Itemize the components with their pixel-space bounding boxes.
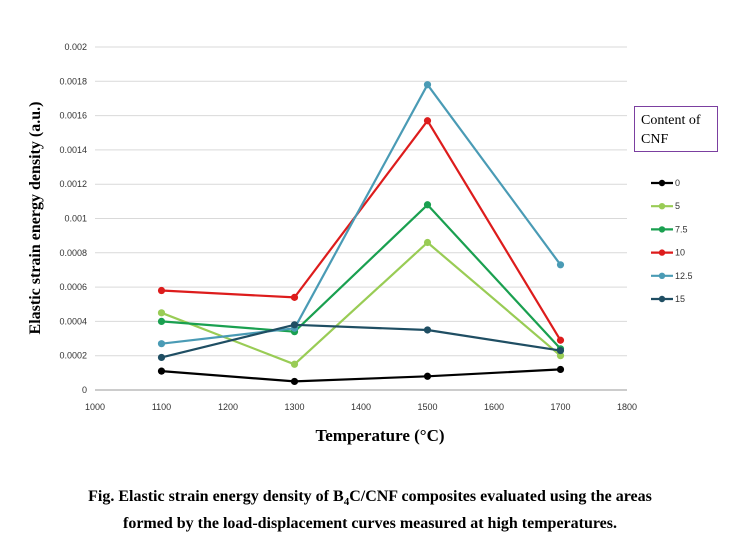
legend-label: 5 bbox=[675, 201, 680, 211]
legend-swatch-marker bbox=[658, 203, 666, 210]
data-point-10 bbox=[290, 293, 299, 301]
legend-label: 12.5 bbox=[675, 271, 693, 281]
data-point-10 bbox=[157, 286, 166, 295]
data-point-15 bbox=[290, 321, 299, 329]
y-axis-title: Elastic strain energy density (a.u.) bbox=[27, 102, 44, 335]
x-tick-label: 1100 bbox=[152, 402, 171, 412]
caption-line-1: Fig. Elastic strain energy density of B4… bbox=[0, 486, 740, 513]
data-point-5 bbox=[290, 360, 299, 368]
data-point-5 bbox=[556, 352, 565, 360]
caption-line-1-end: C/CNF composites evaluated using the are… bbox=[349, 488, 652, 505]
data-point-12.5 bbox=[157, 340, 166, 348]
legend-title-line-1: Content of bbox=[641, 113, 701, 128]
caption-subscript: 4 bbox=[343, 496, 350, 509]
line-chart: 0 0.0002 0.0004 0.0006 0.0008 0.001 0.0012 0.00… bbox=[27, 42, 693, 445]
legend-swatch-marker bbox=[658, 226, 666, 233]
x-tick-label: 1400 bbox=[351, 402, 371, 412]
data-point-5 bbox=[423, 238, 432, 247]
legend-swatch-marker bbox=[658, 249, 666, 256]
legend: 0 5 7.5 10 12.5 15 bbox=[651, 178, 693, 304]
x-tick-label: 1800 bbox=[617, 402, 637, 412]
legend-label: 7.5 bbox=[675, 224, 688, 234]
data-point-0 bbox=[290, 377, 299, 386]
y-tick-labels: 0 0.0002 0.0004 0.0006 0.0008 0.001 0.0012 0.00… bbox=[59, 42, 87, 395]
y-tick-label: 0.0008 bbox=[59, 248, 87, 258]
series-line-5 bbox=[161, 241, 562, 366]
data-point-12.5 bbox=[556, 261, 565, 269]
legend-label: 10 bbox=[675, 248, 685, 258]
legend-title: Content of CNF bbox=[634, 106, 718, 152]
y-tick-label: 0.0012 bbox=[59, 179, 87, 189]
figure-caption: Fig. Elastic strain energy density of B4… bbox=[0, 486, 740, 535]
y-tick-label: 0.0002 bbox=[59, 351, 87, 361]
x-tick-label: 1000 bbox=[85, 402, 105, 412]
legend-swatch-marker bbox=[658, 295, 666, 303]
gridlines bbox=[95, 46, 627, 391]
x-tick-label: 1700 bbox=[550, 402, 570, 412]
caption-line-2: formed by the load-displacement curves m… bbox=[122, 515, 618, 533]
y-tick-label: 0 bbox=[82, 385, 87, 395]
data-point-0 bbox=[556, 365, 565, 374]
series-line-0 bbox=[161, 368, 561, 383]
data-point-15 bbox=[556, 346, 565, 355]
y-tick-label: 0.0014 bbox=[59, 145, 87, 155]
y-tick-label: 0.0018 bbox=[59, 76, 87, 86]
data-point-15 bbox=[423, 326, 432, 334]
x-tick-label: 1500 bbox=[417, 402, 437, 412]
y-tick-label: 0.0016 bbox=[59, 111, 87, 121]
legend-swatch-marker bbox=[658, 179, 666, 187]
data-point-7.5 bbox=[423, 201, 432, 209]
series-lines bbox=[157, 81, 565, 386]
legend-title-line-2: CNF bbox=[641, 132, 669, 147]
series-line-15 bbox=[161, 323, 561, 359]
y-tick-label: 0.001 bbox=[64, 214, 87, 224]
y-tick-label: 0.0004 bbox=[59, 316, 87, 326]
legend-swatch-marker bbox=[658, 272, 666, 279]
legend-label: 0 bbox=[675, 178, 680, 188]
data-point-7.5 bbox=[157, 317, 166, 325]
x-tick-label: 1200 bbox=[218, 402, 238, 412]
y-tick-label: 0.0006 bbox=[59, 282, 87, 292]
data-point-10 bbox=[556, 336, 565, 344]
series-line-10 bbox=[161, 119, 562, 341]
x-axis-title: Temperature (°C) bbox=[315, 426, 444, 445]
series-line-7.5 bbox=[161, 203, 562, 350]
data-point-5 bbox=[157, 309, 166, 317]
data-point-0 bbox=[423, 372, 432, 380]
data-point-0 bbox=[157, 367, 166, 375]
series-line-12.5 bbox=[161, 83, 562, 345]
data-point-15 bbox=[157, 353, 166, 362]
legend-label: 15 bbox=[675, 294, 685, 304]
data-point-12.5 bbox=[423, 81, 432, 89]
caption-line-1-start: Fig. Elastic strain energy density of B bbox=[88, 488, 344, 505]
x-tick-label: 1300 bbox=[284, 402, 304, 412]
data-point-10 bbox=[423, 117, 432, 125]
x-tick-label: 1600 bbox=[484, 402, 504, 412]
x-tick-labels: 1000 1100 1200 1300 1400 1500 1600 1700 1800 bbox=[85, 402, 637, 412]
y-tick-label: 0.002 bbox=[64, 42, 87, 52]
